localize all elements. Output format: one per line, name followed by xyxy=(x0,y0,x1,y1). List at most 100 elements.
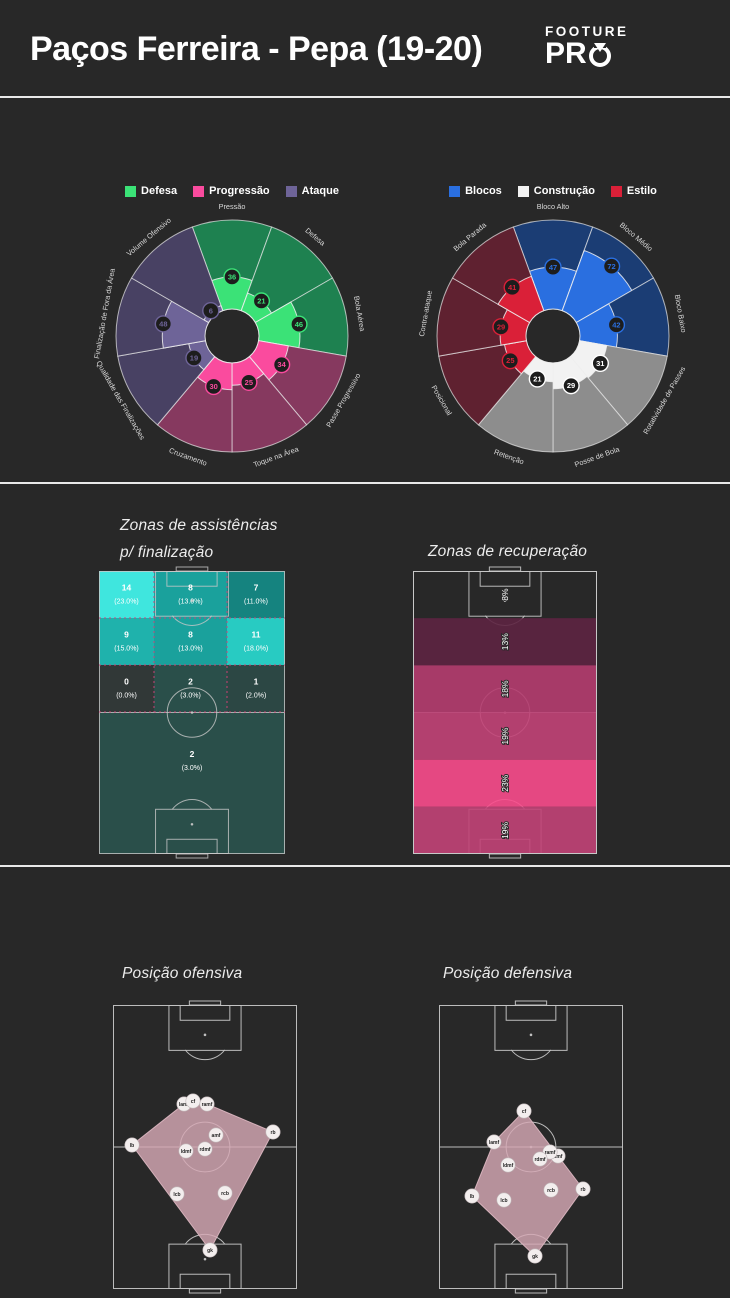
zone-count: 11 xyxy=(252,630,261,640)
zone-cell xyxy=(154,665,227,712)
positions-pitch-svg: lamf cf ramf rb amf lb ldmf rdmf lcb rcb gk xyxy=(113,1000,297,1294)
pizza-value-badge: 29 xyxy=(492,318,510,336)
legend-item: Ataque xyxy=(285,185,339,197)
legend-item: Construção xyxy=(517,185,595,197)
offensive-position-pitch: lamf cf ramf rb amf lb ldmf rdmf lcb rcb gk xyxy=(111,999,299,1298)
player-label: lb xyxy=(130,1143,134,1149)
player-marker: rcb xyxy=(217,1185,233,1201)
zone-pct: (3.0%) xyxy=(182,765,203,772)
player-label: cf xyxy=(522,1109,527,1115)
hull-polygon xyxy=(471,1110,584,1257)
pitch-outline xyxy=(413,571,597,854)
player-label: amf xyxy=(554,1154,563,1160)
pizza-value-badge: 21 xyxy=(252,292,271,310)
svg-text:34: 34 xyxy=(277,360,286,369)
zone-count: 2 xyxy=(190,749,195,759)
zone-count: 8 xyxy=(188,630,193,640)
assist-zones-svg: 14 (23.0%) 8 (13.0%) 7 (11.0%) 9 (15.0%) 8 (13.0%… xyxy=(99,566,285,859)
zone-pct: (2.0%) xyxy=(246,693,267,700)
pizza-value-badge: 6 xyxy=(202,302,220,320)
legend-item: Defesa xyxy=(125,185,177,197)
recovery-band xyxy=(414,618,596,666)
pizza-slice-label: Contra-ataque xyxy=(417,290,434,338)
pizza-slice-label: Retenção xyxy=(493,447,525,466)
pizza-value-badge: 48 xyxy=(154,315,173,333)
recovery-band xyxy=(414,665,596,713)
band-label: 13% xyxy=(500,633,510,650)
zone-count: 0 xyxy=(124,677,129,687)
legend-item: Progressão xyxy=(193,185,270,197)
svg-text:25: 25 xyxy=(506,356,514,365)
pizza-value-badge: 21 xyxy=(528,370,547,388)
pizza-value-badge: 47 xyxy=(544,258,562,276)
defensive-position-title: Posição defensiva xyxy=(443,965,573,982)
assist-zones-title: Zonas de assistências p/ finalização xyxy=(120,512,278,566)
player-label: rb xyxy=(271,1130,276,1136)
zone-cell xyxy=(227,665,285,712)
svg-text:29: 29 xyxy=(497,322,505,331)
logo-o-icon xyxy=(588,40,611,67)
player-marker: ldmf xyxy=(500,1157,516,1173)
zone-count: 8 xyxy=(188,583,193,593)
zone-pct: (11.0%) xyxy=(244,599,268,606)
assist-zones-pitch: 14 (23.0%) 8 (13.0%) 7 (11.0%) 9 (15.0%) 8 (13.0%… xyxy=(97,565,287,865)
player-label: gk xyxy=(207,1248,213,1254)
player-label: lb xyxy=(470,1194,474,1200)
player-marker: rdmf xyxy=(197,1141,213,1157)
player-label: rcb xyxy=(547,1188,555,1194)
zone-count: 14 xyxy=(122,583,132,593)
pizza-value-badge: 72 xyxy=(602,257,621,275)
zone-pct: (3.0%) xyxy=(180,693,201,700)
zone-count: 2 xyxy=(188,677,193,687)
player-marker: gk xyxy=(202,1242,218,1258)
logo-pro-text: PR xyxy=(545,39,629,69)
player-label: ldmf xyxy=(503,1163,514,1169)
zone-cell xyxy=(227,618,285,665)
svg-text:41: 41 xyxy=(508,283,516,292)
svg-text:30: 30 xyxy=(209,382,217,391)
player-label: lamf xyxy=(179,1102,190,1108)
recovery-zones-svg: 8% 13% 18% 19% 23% 19% xyxy=(413,566,597,859)
player-marker: lb xyxy=(124,1137,140,1153)
player-label: lcb xyxy=(173,1192,180,1198)
legend-swatch xyxy=(610,185,622,197)
svg-text:31: 31 xyxy=(596,359,604,368)
legend-swatch xyxy=(125,185,137,197)
zone-cell xyxy=(99,665,154,712)
logo-footure-text: FOOTURE xyxy=(545,24,629,39)
player-label: ramf xyxy=(202,1102,213,1108)
pizza-slice-label: Defesa xyxy=(303,226,327,248)
legend-item: Blocos xyxy=(449,185,502,197)
svg-text:6: 6 xyxy=(209,306,213,315)
svg-text:25: 25 xyxy=(245,378,253,387)
player-marker: gk xyxy=(527,1248,543,1264)
pizza-value-badge: 31 xyxy=(591,354,609,373)
pizza-slice-label: Pressão xyxy=(219,202,246,211)
band-label: 8% xyxy=(500,588,510,601)
zone-count: 7 xyxy=(254,583,259,593)
player-label: ramf xyxy=(545,1150,556,1156)
player-label: rdmf xyxy=(534,1157,545,1163)
player-marker: amf xyxy=(208,1127,224,1143)
zone-cell xyxy=(99,571,154,618)
pizza-value-badge: 29 xyxy=(562,376,580,395)
pitch-lines xyxy=(439,1000,623,1294)
svg-text:29: 29 xyxy=(567,381,575,390)
player-marker: cf xyxy=(516,1103,532,1119)
assist-zones-title-line2: p/ finalização xyxy=(120,544,214,561)
pizza-slice-label: Bola Aérea xyxy=(352,295,367,333)
pizza-value-badge: 46 xyxy=(290,315,308,333)
svg-text:36: 36 xyxy=(228,273,236,282)
assist-zones-title-line1: Zonas de assistências xyxy=(120,517,278,534)
pizza-value-badge: 25 xyxy=(501,351,520,370)
zone-pct: (13.0%) xyxy=(178,599,203,606)
pizza-legend-right: Blocos Construção Estilo xyxy=(373,184,730,198)
recovery-zones-pitch: 8% 13% 18% 19% 23% 19% xyxy=(411,565,599,865)
zone-pct: (15.0%) xyxy=(114,646,139,653)
defensive-position-pitch: cf lamf amf ramf rdmf ldmf lb lcb rcb rb gk xyxy=(437,999,625,1298)
pizza-value-badge: 25 xyxy=(240,373,258,391)
player-marker: cf xyxy=(185,1093,201,1109)
